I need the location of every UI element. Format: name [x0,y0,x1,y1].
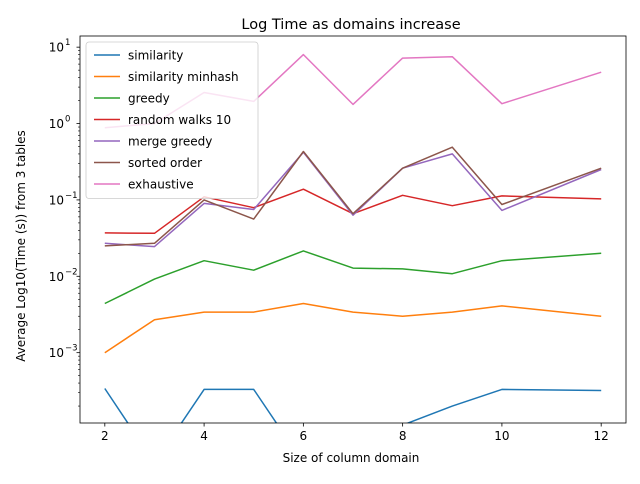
legend-label: similarity minhash [128,70,239,84]
x-tick-label: 6 [300,429,308,443]
y-axis-label: Average Log10(Time (s)) from 3 tables [14,130,28,362]
y-tick-label: 10 [49,117,64,131]
legend-label: merge greedy [128,135,212,149]
axes-frame [79,35,627,424]
legend-label: greedy [128,92,170,106]
y-tick-exponent: −2 [65,267,78,277]
series-line-greedy [104,250,602,305]
legend: similarity similarity minhash greedy random… [85,41,259,199]
legend-label: sorted order [128,156,202,170]
y-tick-label: 10 [49,41,64,55]
y-tick-label: 10 [49,270,64,284]
y-tick-label: 10 [49,346,64,360]
y-tick-exponent: 1 [65,38,70,48]
legend-label: random walks 10 [128,113,231,127]
legend-box [85,41,259,199]
y-tick-exponent: −1 [65,191,78,201]
series-line-similarity-minhash [104,302,602,354]
series-line-random-walks-10 [104,188,602,235]
y-tick-exponent: 0 [65,115,70,125]
legend-label: similarity [128,49,183,63]
x-axis-label: Size of column domain [283,451,420,465]
x-tick-label: 12 [594,429,609,443]
legend-label: exhaustive [128,178,194,192]
chart-title: Log Time as domains increase [241,17,460,33]
x-tick-label: 10 [494,429,509,443]
x-tick-label: 4 [200,429,208,443]
series-line-similarity [104,388,602,423]
x-tick-label: 2 [101,429,109,443]
y-tick-label: 10 [49,193,64,207]
series-line-sorted-order [104,146,602,247]
y-tick-exponent: −3 [65,344,78,354]
x-tick-label: 8 [399,429,407,443]
